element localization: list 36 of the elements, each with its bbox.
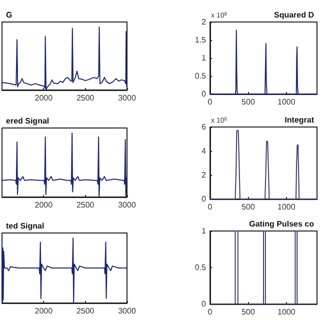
x-tick-label: 0 [208, 202, 213, 212]
y-tick-label: 2 [202, 18, 207, 26]
x-tick-label: 3000 [118, 200, 136, 210]
chart-title: Squared D [274, 10, 314, 20]
y-tick-label: 4 [202, 146, 207, 156]
y-tick-label: 2 [202, 170, 207, 180]
chart-title: ered Signal [6, 116, 50, 126]
x-tick-label: 2000 [34, 200, 54, 210]
y-tick-label: 0.5 [194, 72, 207, 80]
x-tick-label: 500 [242, 98, 256, 106]
x-tick-label: 0 [208, 98, 213, 106]
x-tick-label: 1000 [278, 308, 296, 316]
x-tick-label: 3000 [118, 94, 136, 102]
chart-title: Gating Pulses co [249, 220, 314, 228]
x-tick-label: 2000 [34, 306, 54, 316]
y-tick-label: 1 [202, 226, 207, 236]
x-tick-label: 0 [208, 308, 213, 316]
y-tick-label: 6 [202, 122, 207, 132]
x-tick-label: 3000 [118, 306, 136, 316]
chart-title: G [6, 10, 12, 20]
x-tick-label: 2500 [76, 94, 95, 102]
y-tick-label: 1 [202, 54, 207, 62]
x-tick-label: 500 [242, 308, 256, 316]
x-tick-label: 2500 [76, 200, 95, 210]
y-tick-label: 0 [202, 300, 207, 308]
y-tick-label: 0 [202, 194, 207, 204]
y-tick-label: 0.5 [194, 263, 207, 272]
y-tick-label: 1.5 [194, 36, 207, 44]
chart-title: ted Signal [6, 222, 44, 230]
chart-title: Integrat [284, 116, 314, 124]
x-tick-label: 2000 [34, 94, 54, 102]
x-tick-label: 2500 [76, 306, 95, 316]
x-tick-label: 1000 [278, 98, 296, 106]
x-tick-label: 500 [242, 202, 256, 212]
x-tick-label: 1000 [278, 202, 296, 212]
line-series [210, 130, 318, 200]
